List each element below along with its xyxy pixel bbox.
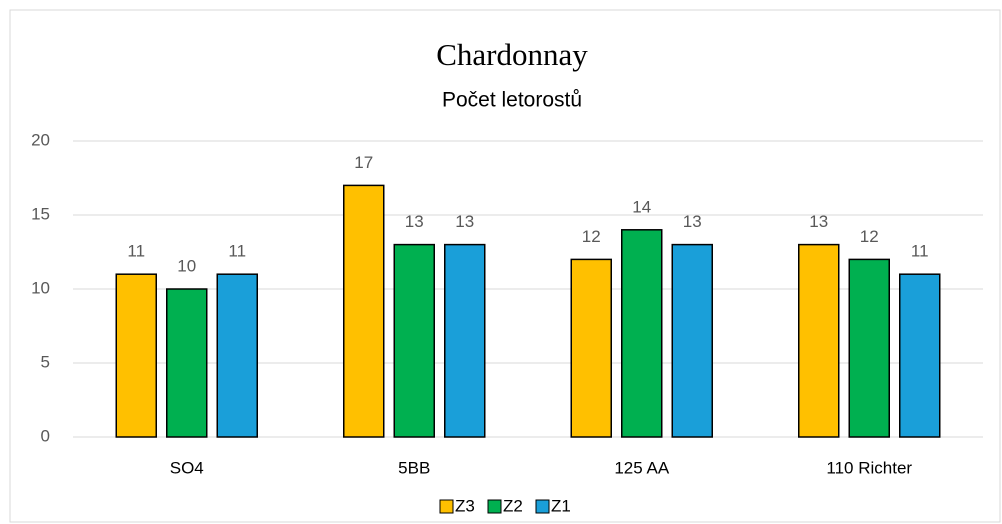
bar [671,243,713,438]
x-tick-label: 125 AA [614,458,669,477]
data-label: 17 [354,153,373,172]
y-tick-label: 10 [31,278,50,297]
bar [115,273,157,438]
data-label: 11 [911,242,929,261]
y-tick-label: 20 [31,130,50,149]
bar [798,243,840,438]
x-tick-label: 110 Richter [826,458,912,477]
bar [899,273,941,438]
bar [848,258,890,438]
x-tick-label: 5BB [398,458,430,477]
data-label: 11 [127,242,145,261]
bar [393,243,435,438]
bar [166,288,208,438]
data-label: 10 [177,256,196,275]
chart-title: Chardonnay [436,37,588,72]
data-label: 12 [582,227,601,246]
chart-subtitle: Počet letorostů [442,89,582,112]
y-tick-label: 5 [41,352,50,371]
legend-swatch [487,499,502,514]
data-label: 13 [683,212,702,231]
data-label: 13 [455,212,474,231]
bar [216,273,258,438]
data-label: 14 [632,197,651,216]
data-label: 13 [809,212,828,231]
data-label: 11 [228,242,246,261]
legend-label: Z2 [503,496,523,515]
bar [570,258,612,438]
y-tick-label: 0 [41,426,50,445]
data-label: 13 [405,212,424,231]
legend-label: Z3 [455,496,475,515]
bar [444,243,486,438]
y-tick-label: 15 [31,204,50,223]
bar [343,184,385,438]
x-tick-label: SO4 [170,458,204,477]
bar [621,229,663,438]
legend-label: Z1 [551,496,571,515]
legend-swatch [535,499,550,514]
legend-swatch [439,499,454,514]
data-label: 12 [860,227,879,246]
